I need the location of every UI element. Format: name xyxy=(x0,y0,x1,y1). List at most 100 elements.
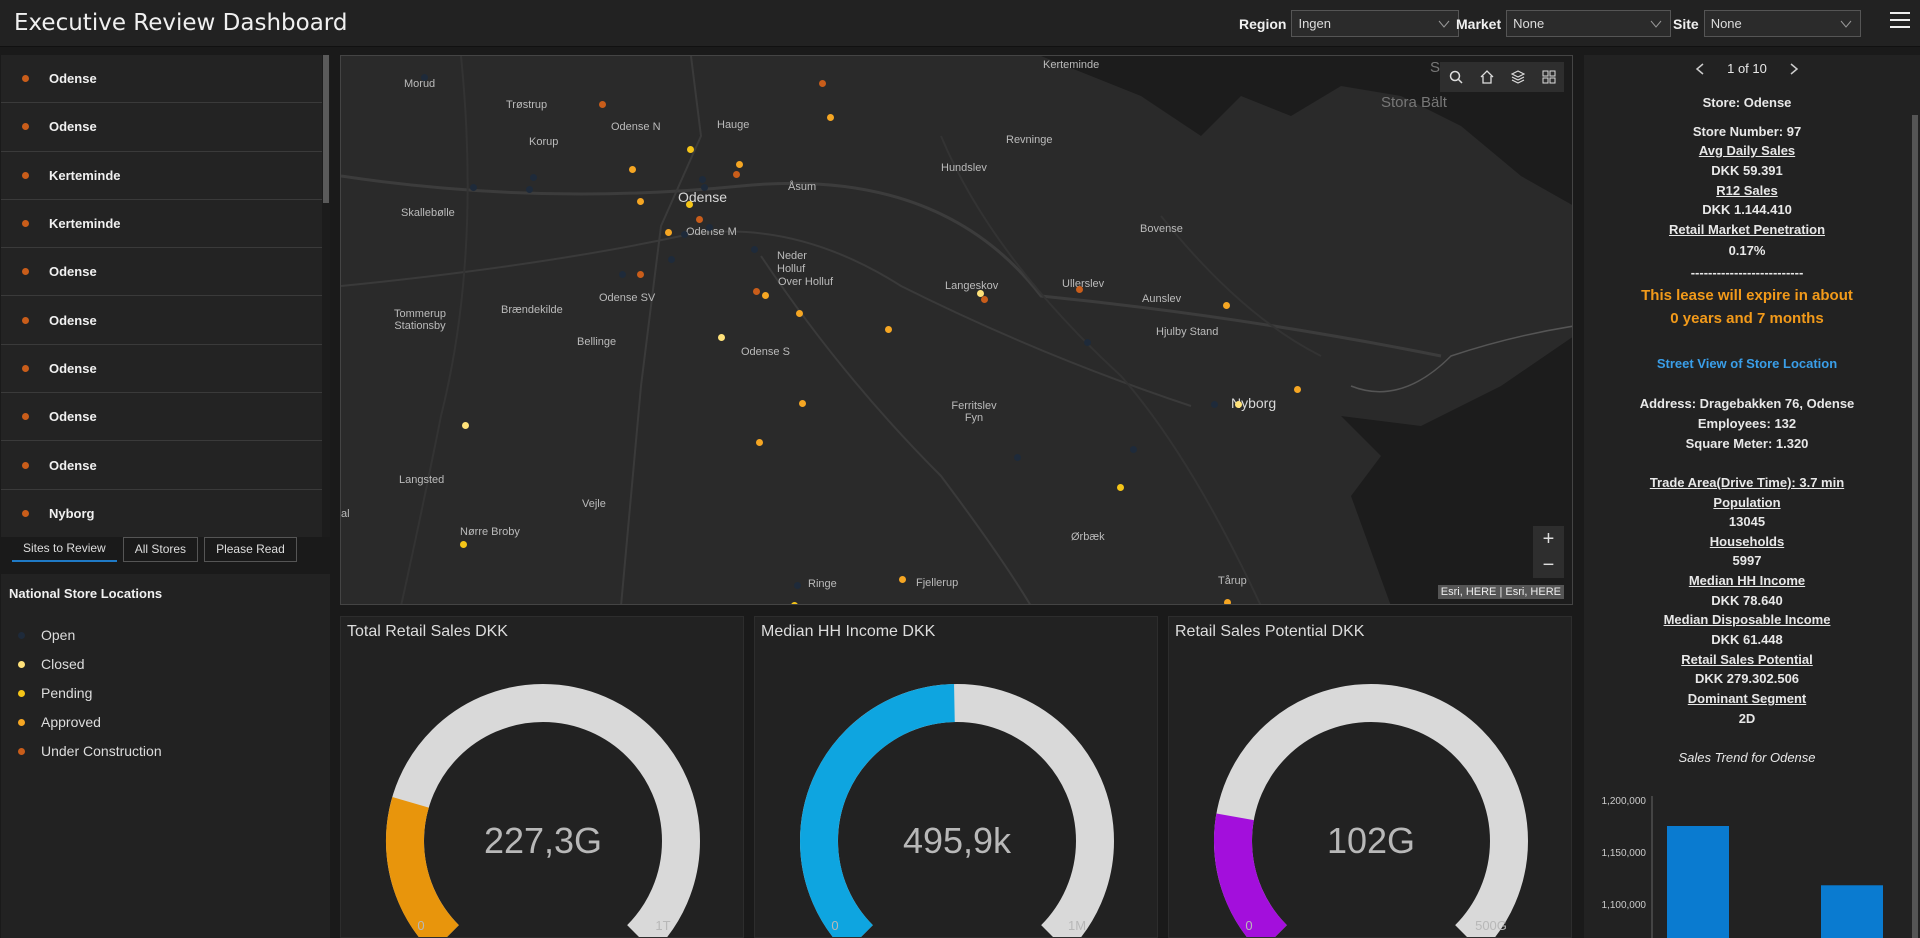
chevron-down-icon xyxy=(1840,20,1852,28)
tab-please-read[interactable]: Please Read xyxy=(204,537,297,562)
bar[interactable] xyxy=(1667,826,1729,938)
store-marker[interactable] xyxy=(699,176,706,183)
store-marker[interactable] xyxy=(733,171,740,178)
store-marker[interactable] xyxy=(899,576,906,583)
list-item[interactable]: Nyborg xyxy=(1,489,330,537)
store-marker[interactable] xyxy=(530,174,537,181)
store-marker[interactable] xyxy=(526,186,533,193)
store-marker[interactable] xyxy=(668,256,675,263)
store-marker[interactable] xyxy=(1235,401,1242,408)
store-marker[interactable] xyxy=(1117,484,1124,491)
store-marker[interactable] xyxy=(718,334,725,341)
store-marker[interactable] xyxy=(681,231,688,238)
population-value: 13045 xyxy=(1728,514,1766,529)
details-scrollbar[interactable] xyxy=(1912,115,1918,938)
store-marker[interactable] xyxy=(1084,339,1091,346)
store-marker[interactable] xyxy=(796,310,803,317)
home-icon[interactable] xyxy=(1471,62,1502,92)
store-marker[interactable] xyxy=(827,114,834,121)
list-item[interactable]: Odense xyxy=(1,393,330,442)
store-marker[interactable] xyxy=(736,161,743,168)
store-marker[interactable] xyxy=(421,74,428,81)
store-marker[interactable] xyxy=(1014,454,1021,461)
gauge-value: 495,9k xyxy=(903,820,1012,861)
site-select[interactable]: None xyxy=(1703,10,1861,37)
region-value: Ingen xyxy=(1298,16,1331,31)
store-marker[interactable] xyxy=(665,229,672,236)
store-marker[interactable] xyxy=(751,246,758,253)
list-item[interactable]: Odense xyxy=(1,103,330,152)
basemap-gallery-icon[interactable] xyxy=(1533,62,1564,92)
store-address: Address: Dragebakken 76, Odense xyxy=(1639,396,1855,411)
list-item[interactable]: Odense xyxy=(1,248,330,297)
previous-arrow-icon[interactable] xyxy=(1695,62,1705,75)
store-marker[interactable] xyxy=(686,201,693,208)
hamburger-menu-icon[interactable] xyxy=(1890,12,1910,30)
lease-expiry-line-2: 0 years and 7 months xyxy=(1670,310,1824,327)
store-marker[interactable] xyxy=(462,422,469,429)
store-marker[interactable] xyxy=(819,80,826,87)
store-marker[interactable] xyxy=(977,290,984,297)
store-marker[interactable] xyxy=(637,271,644,278)
site-name: Kerteminde xyxy=(49,167,121,183)
map-place-label: Bellinge xyxy=(577,336,617,348)
list-item[interactable]: Odense xyxy=(1,296,330,345)
store-marker[interactable] xyxy=(1211,401,1218,408)
status-dot xyxy=(22,364,29,372)
store-marker[interactable] xyxy=(460,541,467,548)
store-marker[interactable] xyxy=(701,184,708,191)
store-marker[interactable] xyxy=(799,400,806,407)
market-value: None xyxy=(1513,16,1545,31)
map-toolbar xyxy=(1440,62,1564,92)
store-marker[interactable] xyxy=(470,184,477,191)
store-marker[interactable] xyxy=(1224,599,1231,604)
store-marker[interactable] xyxy=(1130,446,1137,453)
zoom-in-button[interactable]: + xyxy=(1542,527,1555,550)
store-marker[interactable] xyxy=(981,296,988,303)
median-hh-value: DKK 78.640 xyxy=(1711,593,1783,608)
legend-label: Approved xyxy=(41,714,101,730)
store-marker[interactable] xyxy=(637,198,644,205)
status-dot xyxy=(22,123,29,131)
list-item[interactable]: Odense xyxy=(1,344,330,394)
store-map[interactable]: Morud Trøstrup Odense N Hauge Korup Kert… xyxy=(340,55,1573,605)
store-marker[interactable] xyxy=(706,224,713,231)
list-item[interactable]: Odense xyxy=(1,441,330,490)
store-marker[interactable] xyxy=(753,288,760,295)
list-scrollbar[interactable] xyxy=(322,55,330,537)
store-marker[interactable] xyxy=(756,439,763,446)
y-tick-label: 1,150,000 xyxy=(1602,848,1647,859)
list-tabs: Sites to Review All Stores Please Read xyxy=(12,537,297,562)
list-item[interactable]: Kerteminde xyxy=(1,199,330,249)
store-marker[interactable] xyxy=(687,146,694,153)
store-marker[interactable] xyxy=(794,582,801,589)
map-place-label: Over Holluf xyxy=(778,276,834,288)
street-view-link[interactable]: Street View of Store Location xyxy=(1656,356,1838,371)
map-place-label: Nørre Broby xyxy=(460,526,520,538)
store-marker[interactable] xyxy=(1076,286,1083,293)
households-label: Households xyxy=(1709,534,1785,549)
store-marker[interactable] xyxy=(619,271,626,278)
zoom-out-button[interactable]: − xyxy=(1542,553,1555,576)
store-marker[interactable] xyxy=(791,602,798,604)
layers-icon[interactable] xyxy=(1502,62,1533,92)
legend-swatch xyxy=(18,660,25,668)
store-marker[interactable] xyxy=(629,166,636,173)
store-marker[interactable] xyxy=(1294,386,1301,393)
scrollbar-thumb[interactable] xyxy=(323,55,329,203)
bar[interactable] xyxy=(1821,885,1883,938)
store-marker[interactable] xyxy=(599,101,606,108)
store-marker[interactable] xyxy=(762,292,769,299)
store-marker[interactable] xyxy=(696,216,703,223)
next-arrow-icon[interactable] xyxy=(1789,62,1799,75)
tab-sites-to-review[interactable]: Sites to Review xyxy=(12,537,117,562)
list-item[interactable]: Odense xyxy=(1,55,330,104)
store-marker[interactable] xyxy=(1223,302,1230,309)
map-city-label: Nyborg xyxy=(1231,395,1277,411)
tab-all-stores[interactable]: All Stores xyxy=(122,537,199,562)
list-item[interactable]: Kerteminde xyxy=(1,151,330,200)
market-select[interactable]: None xyxy=(1506,10,1672,37)
search-icon[interactable] xyxy=(1440,62,1471,92)
region-select[interactable]: Ingen xyxy=(1291,10,1460,37)
store-marker[interactable] xyxy=(885,326,892,333)
